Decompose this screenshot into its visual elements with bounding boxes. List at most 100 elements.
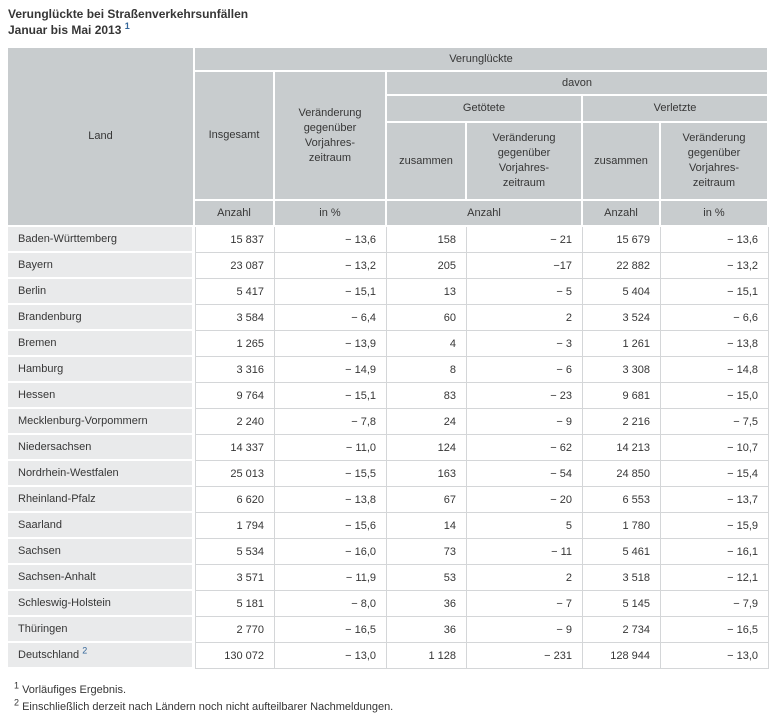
verletzte-cell: 5 461: [583, 539, 661, 565]
table-row: Sachsen-Anhalt 3 571− 11,9 53 2 3 518− 12,1: [8, 565, 770, 591]
footnote-1-marker: 1: [14, 680, 20, 691]
insgesamt-cell: 3 584: [195, 305, 275, 331]
col-header-davon: davon: [387, 72, 770, 96]
getoetete-cell: 124: [387, 435, 467, 461]
land-cell: Deutschland 2: [8, 643, 195, 669]
getoetete-change-cell: − 62: [467, 435, 583, 461]
getoetete-cell: 13: [387, 279, 467, 305]
insgesamt-change-cell: − 8,0: [275, 591, 387, 617]
footnotes: 1 Vorläufiges Ergebnis. 2 Einschließlich…: [14, 680, 769, 716]
col-header-verunglueckte: Verunglückte: [195, 48, 770, 72]
verletzte-change-cell: − 7,5: [661, 409, 770, 435]
insgesamt-cell: 9 764: [195, 383, 275, 409]
land-cell: Nordrhein-Westfalen: [8, 461, 195, 487]
verletzte-cell: 3 308: [583, 357, 661, 383]
table-header: Land Verunglückte Insgesamt Veränderung …: [8, 48, 770, 227]
col-header-verletzte: Verletzte: [583, 96, 770, 123]
col-header-land: Land: [8, 48, 195, 227]
insgesamt-change-cell: − 11,0: [275, 435, 387, 461]
insgesamt-change-cell: − 13,2: [275, 253, 387, 279]
insgesamt-change-cell: − 13,6: [275, 227, 387, 253]
insgesamt-change-cell: − 15,1: [275, 279, 387, 305]
verletzte-cell: 3 524: [583, 305, 661, 331]
page-title: Verunglückte bei Straßenverkehrsunfällen…: [8, 6, 769, 38]
land-cell: Saarland: [8, 513, 195, 539]
unit-header-verletzte-prozent: in %: [661, 201, 770, 227]
unit-header-getoetete-anzahl: Anzahl: [387, 201, 583, 227]
getoetete-cell: 60: [387, 305, 467, 331]
verletzte-cell: 5 404: [583, 279, 661, 305]
getoetete-change-cell: − 20: [467, 487, 583, 513]
insgesamt-cell: 25 013: [195, 461, 275, 487]
insgesamt-cell: 130 072: [195, 643, 275, 669]
verletzte-change-cell: − 15,9: [661, 513, 770, 539]
getoetete-cell: 83: [387, 383, 467, 409]
land-cell: Berlin: [8, 279, 195, 305]
land-cell: Sachsen-Anhalt: [8, 565, 195, 591]
getoetete-change-cell: 2: [467, 565, 583, 591]
getoetete-change-cell: − 9: [467, 617, 583, 643]
verletzte-cell: 5 145: [583, 591, 661, 617]
verletzte-change-cell: − 15,0: [661, 383, 770, 409]
unit-header-verletzte-anzahl: Anzahl: [583, 201, 661, 227]
verletzte-cell: 14 213: [583, 435, 661, 461]
table-row: Nordrhein-Westfalen 25 013− 15,5 163− 54 24…: [8, 461, 770, 487]
table-row: Saarland 1 794− 15,6 14 5 1 780− 15,9: [8, 513, 770, 539]
table-row: Niedersachsen 14 337− 11,0 124− 62 14 213− …: [8, 435, 770, 461]
insgesamt-change-cell: − 6,4: [275, 305, 387, 331]
verletzte-change-cell: − 14,8: [661, 357, 770, 383]
getoetete-change-cell: − 3: [467, 331, 583, 357]
getoetete-change-cell: − 54: [467, 461, 583, 487]
title-line-2-text: Januar bis Mai 2013: [8, 23, 122, 37]
insgesamt-cell: 6 620: [195, 487, 275, 513]
verletzte-cell: 1 261: [583, 331, 661, 357]
getoetete-cell: 36: [387, 591, 467, 617]
insgesamt-cell: 2 770: [195, 617, 275, 643]
land-cell: Hessen: [8, 383, 195, 409]
getoetete-cell: 24: [387, 409, 467, 435]
verletzte-cell: 22 882: [583, 253, 661, 279]
insgesamt-cell: 5 534: [195, 539, 275, 565]
getoetete-change-cell: − 11: [467, 539, 583, 565]
getoetete-cell: 158: [387, 227, 467, 253]
verletzte-change-cell: − 16,5: [661, 617, 770, 643]
col-header-insgesamt: Insgesamt: [195, 72, 275, 201]
getoetete-cell: 53: [387, 565, 467, 591]
insgesamt-cell: 5 417: [195, 279, 275, 305]
getoetete-change-cell: −17: [467, 253, 583, 279]
verletzte-change-cell: − 13,7: [661, 487, 770, 513]
col-header-verletzte-veraenderung: Veränderung gegenüber Vorjahres- zeitrau…: [661, 123, 770, 201]
land-cell: Niedersachsen: [8, 435, 195, 461]
insgesamt-change-cell: − 11,9: [275, 565, 387, 591]
insgesamt-cell: 1 794: [195, 513, 275, 539]
verletzte-cell: 9 681: [583, 383, 661, 409]
table-body: Baden-Württemberg 15 837− 13,6 158− 21 15 6…: [8, 227, 770, 669]
insgesamt-change-cell: − 15,1: [275, 383, 387, 409]
land-cell: Brandenburg: [8, 305, 195, 331]
insgesamt-cell: 2 240: [195, 409, 275, 435]
land-footnote-ref: 2: [82, 645, 88, 656]
getoetete-cell: 67: [387, 487, 467, 513]
footnote-2-marker: 2: [14, 697, 20, 708]
col-header-getoetete: Getötete: [387, 96, 583, 123]
insgesamt-change-cell: − 15,6: [275, 513, 387, 539]
table-row: Rheinland-Pfalz 6 620− 13,8 67− 20 6 553− 1…: [8, 487, 770, 513]
land-cell: Hamburg: [8, 357, 195, 383]
land-cell: Bayern: [8, 253, 195, 279]
verletzte-cell: 3 518: [583, 565, 661, 591]
table-row: Sachsen 5 534− 16,0 73− 11 5 461− 16,1: [8, 539, 770, 565]
insgesamt-cell: 15 837: [195, 227, 275, 253]
getoetete-change-cell: 5: [467, 513, 583, 539]
verletzte-change-cell: − 13,8: [661, 331, 770, 357]
verletzte-change-cell: − 13,0: [661, 643, 770, 669]
getoetete-cell: 8: [387, 357, 467, 383]
verletzte-change-cell: − 15,1: [661, 279, 770, 305]
getoetete-change-cell: − 23: [467, 383, 583, 409]
land-cell: Thüringen: [8, 617, 195, 643]
